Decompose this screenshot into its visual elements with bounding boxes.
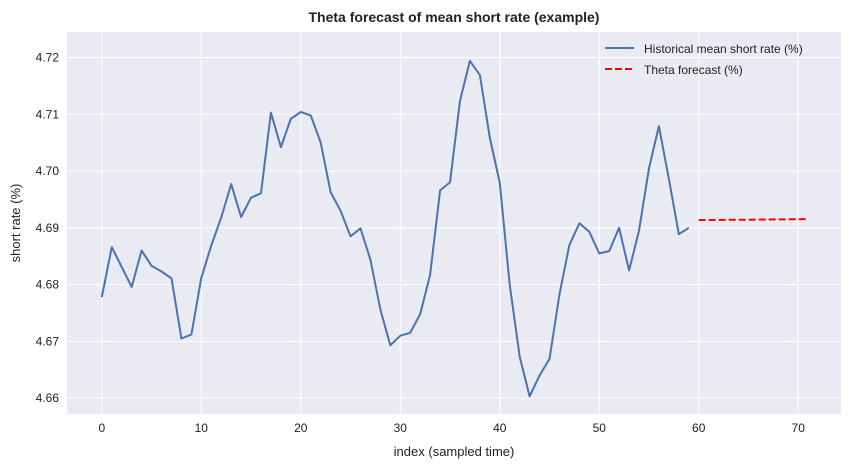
y-tick-label: 4.71 [36, 107, 60, 121]
x-tick-labels: 0 10 20 30 40 50 60 70 [98, 421, 805, 435]
legend-label-historical: Historical mean short rate (%) [644, 42, 803, 56]
y-tick-label: 4.72 [36, 51, 60, 65]
x-tick-label: 60 [692, 421, 706, 435]
historical-series-line [100, 59, 690, 398]
y-tick-label: 4.68 [36, 278, 60, 292]
plot-area [67, 32, 841, 414]
x-tick-label: 70 [792, 421, 806, 435]
series-lines [100, 59, 809, 398]
x-tick-label: 10 [195, 421, 209, 435]
legend: Historical mean short rate (%) Theta for… [605, 42, 803, 77]
legend-label-forecast: Theta forecast (%) [644, 63, 743, 77]
x-tick-label: 0 [98, 421, 105, 435]
x-tick-label: 50 [593, 421, 607, 435]
y-tick-label: 4.69 [36, 221, 60, 235]
x-tick-label: 30 [394, 421, 408, 435]
x-axis-label: index (sampled time) [394, 444, 515, 459]
y-tick-label: 4.70 [36, 164, 60, 178]
forecast-series-line [698, 218, 809, 222]
x-tick-label: 40 [493, 421, 507, 435]
y-tick-label: 4.67 [36, 334, 60, 348]
y-axis-label: short rate (%) [8, 184, 23, 263]
y-tick-label: 4.66 [36, 391, 60, 405]
chart-title: Theta forecast of mean short rate (examp… [309, 9, 600, 25]
x-tick-label: 20 [294, 421, 308, 435]
grid [67, 32, 841, 414]
y-tick-labels: 4.66 4.67 4.68 4.69 4.70 4.71 4.72 [36, 51, 60, 406]
